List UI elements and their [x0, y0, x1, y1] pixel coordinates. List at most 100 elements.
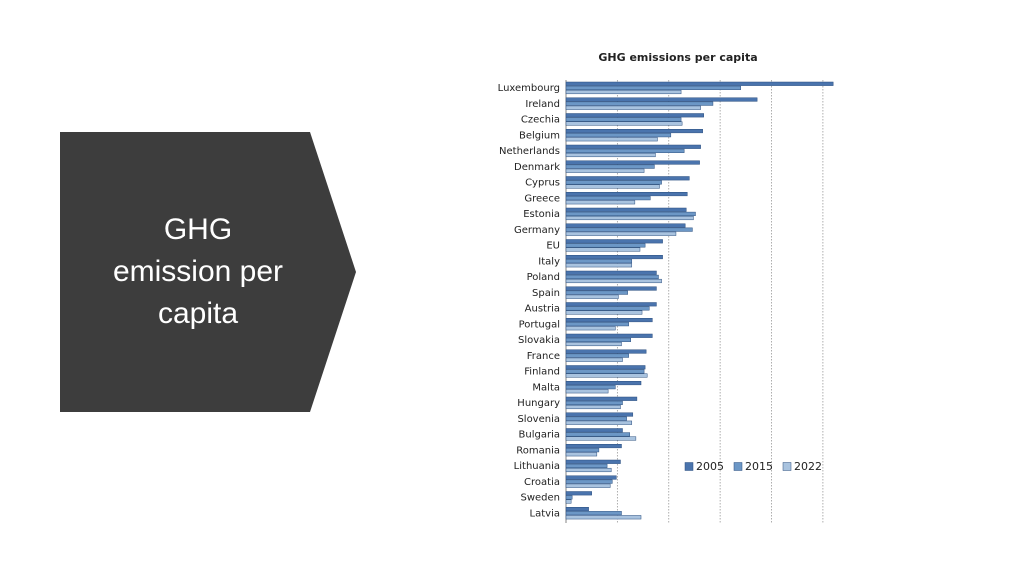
bar-2015	[565, 101, 714, 106]
legend-swatch	[782, 462, 792, 471]
category-label: Romania	[516, 445, 560, 456]
bar-2015	[565, 385, 616, 390]
bar-2005	[565, 255, 663, 260]
bar-2015	[565, 337, 631, 342]
category-label: Czechia	[521, 115, 560, 126]
category-label: Estonia	[523, 209, 560, 220]
bar-2022	[565, 483, 611, 488]
legend: 2005 2015 2022	[684, 460, 822, 473]
category-label: Croatia	[524, 477, 560, 488]
category-label: Poland	[527, 272, 560, 283]
bar-2005	[565, 475, 617, 480]
bar-2005	[565, 396, 638, 401]
bar-2015	[565, 495, 573, 500]
category-label: Slovakia	[518, 335, 560, 346]
category-label: Sweden	[520, 493, 560, 504]
category-label: Cyprus	[525, 178, 560, 189]
bar-2015	[565, 416, 627, 421]
bar-2005	[565, 428, 623, 433]
bar-2022	[565, 105, 701, 110]
category-labels: Luxembourg Ireland Czechia Belgium Netherlan…	[498, 83, 561, 519]
bar-2022	[565, 452, 598, 457]
category-label: Austria	[525, 304, 560, 315]
bar-2022	[565, 152, 656, 158]
category-label: Italy	[538, 256, 560, 267]
bar-2022	[565, 310, 643, 315]
section-label-line: emission per	[112, 255, 284, 288]
section-label-line: GHG	[163, 213, 233, 246]
chevron-shape	[60, 132, 356, 412]
category-label: Ireland	[525, 99, 560, 110]
bar-2005	[565, 129, 703, 134]
chart: GHG emissions per capita Luxembourg Irela…	[498, 51, 834, 523]
bar-2015	[565, 274, 659, 279]
bar-2015	[565, 400, 623, 405]
bar-2005	[565, 318, 653, 323]
bar-2005	[565, 333, 653, 338]
bar-2022	[565, 137, 658, 142]
legend-swatch	[733, 462, 743, 471]
bar-2022	[565, 436, 637, 441]
bar-2015	[565, 227, 693, 232]
bar-2015	[565, 322, 629, 327]
chart-title: GHG emissions per capita	[598, 51, 757, 64]
legend-label: 2015	[745, 460, 773, 473]
bar-2005	[565, 207, 687, 212]
bar-2022	[565, 420, 633, 425]
bar-2022	[565, 373, 648, 378]
bar-2022	[565, 200, 636, 205]
bar-2022	[565, 247, 641, 252]
category-label: Netherlands	[499, 146, 560, 157]
bar-2015	[565, 148, 685, 153]
bar-2005	[565, 381, 642, 386]
bar-2022	[565, 121, 683, 126]
category-label: Denmark	[514, 162, 560, 173]
bar-2015	[565, 463, 608, 468]
bar-2005	[565, 192, 688, 197]
bar-2022	[565, 404, 621, 410]
bar-2015	[565, 369, 645, 374]
category-label: Slovenia	[517, 414, 560, 425]
category-label: Hungary	[517, 398, 560, 409]
category-label: Spain	[532, 288, 560, 299]
category-label: Portugal	[519, 319, 560, 330]
bar-2005	[565, 412, 634, 417]
bar-2015	[565, 290, 628, 295]
bar-2022	[565, 326, 616, 331]
bar-2015	[565, 511, 622, 516]
bar-2022	[565, 278, 662, 284]
bar-2015	[565, 448, 600, 453]
bar-2005	[565, 160, 700, 165]
bar-2015	[565, 85, 741, 90]
legend-swatch	[684, 462, 694, 471]
bar-2015	[565, 259, 633, 264]
category-label: Germany	[514, 225, 560, 236]
bar-2022	[565, 184, 660, 189]
bar-2022	[565, 263, 633, 268]
bar-2005	[565, 302, 657, 307]
category-label: EU	[546, 241, 560, 252]
bar-2005	[565, 365, 646, 370]
bar-2022	[565, 499, 572, 504]
section-label-line: capita	[157, 297, 239, 330]
bar-2015	[565, 211, 696, 216]
bar-2015	[565, 306, 650, 311]
bar-2005	[565, 223, 686, 228]
bar-2022	[565, 467, 612, 473]
category-label: Greece	[524, 193, 560, 204]
bar-2015	[565, 133, 672, 138]
bar-2015	[565, 432, 630, 437]
bar-2005	[565, 286, 657, 291]
bar-2005	[565, 81, 834, 86]
bar-2022	[565, 294, 619, 299]
category-label: Finland	[524, 367, 560, 378]
bar-2022	[565, 389, 609, 394]
bar-2015	[565, 164, 655, 169]
bar-2015	[565, 180, 662, 185]
bar-2022	[565, 231, 677, 236]
bar-2022	[565, 215, 694, 221]
category-label: Luxembourg	[498, 83, 560, 94]
bar-2005	[565, 507, 589, 512]
bars	[565, 81, 834, 520]
